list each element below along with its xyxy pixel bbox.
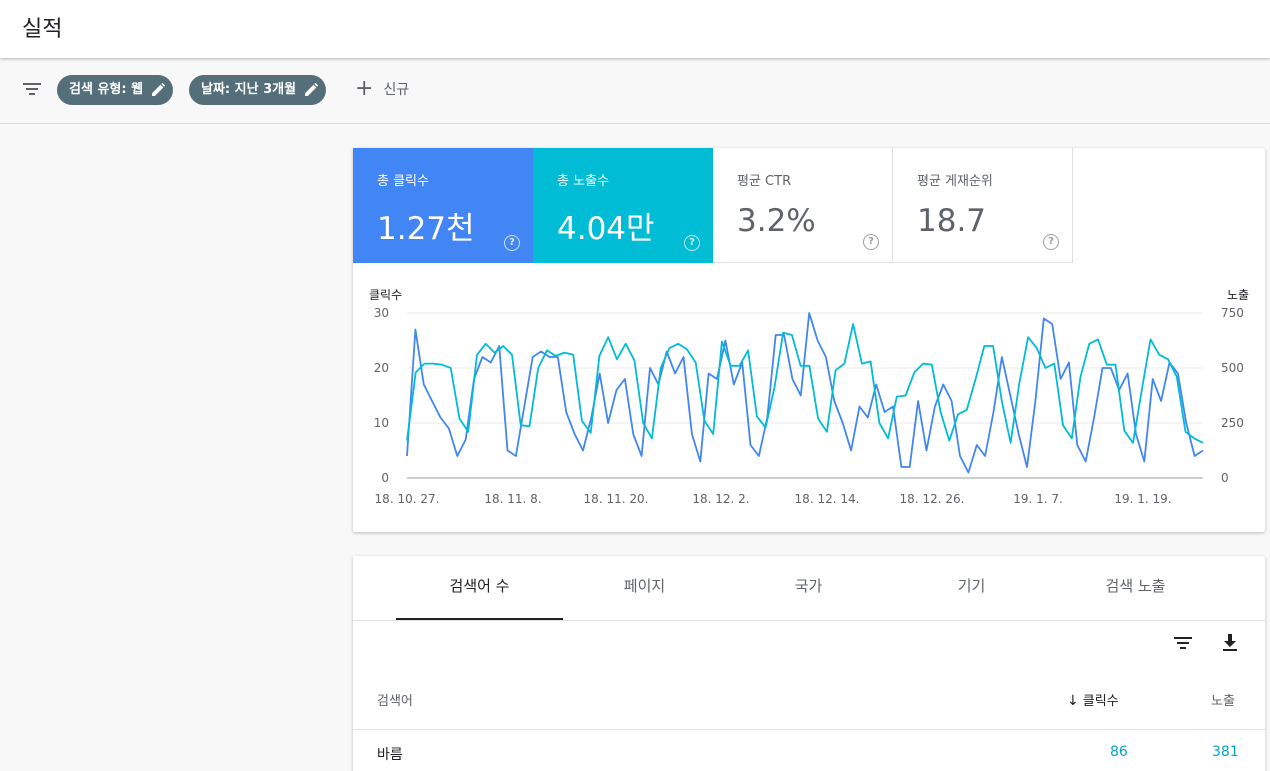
metric-label: 평균 CTR [737, 174, 792, 189]
x-tick-label: 18. 12. 14. [795, 492, 860, 506]
x-tick-label: 19. 1. 7. [1013, 492, 1063, 506]
plus-icon: + [355, 76, 374, 101]
help-icon[interactable]: ? [1043, 234, 1059, 250]
right-tick-label: 750 [1221, 306, 1244, 320]
new-filter-button[interactable]: + 신규 [355, 78, 409, 102]
chip-label: 날짜: 지난 3개월 [201, 82, 297, 97]
help-icon[interactable]: ? [504, 235, 520, 251]
left-axis-title: 클릭수 [369, 288, 402, 302]
performance-card: 총 클릭수 1.27천 ? 총 노출수 4.04만 ? 평균 CTR 3.2% … [353, 148, 1265, 532]
impressions-series-line [406, 323, 1204, 444]
right-tick-label: 0 [1221, 471, 1229, 485]
filter-bar: 검색 유형: 웹 날짜: 지난 3개월 + 신규 [0, 58, 1270, 124]
sort-down-arrow-icon: ↓ [1067, 693, 1079, 709]
x-tick-label: 18. 12. 26. [900, 492, 965, 506]
column-header-query[interactable]: 검색어 [377, 694, 413, 709]
left-tick-label: 20 [374, 361, 389, 375]
metric-label: 총 클릭수 [377, 174, 429, 189]
table-row[interactable]: 바름 86 381 [353, 729, 1265, 771]
new-filter-label: 신규 [383, 82, 410, 98]
tab-search-appearance[interactable]: 검색 노출 [1105, 577, 1166, 595]
x-tick-label: 18. 12. 2. [692, 492, 749, 506]
edit-pencil-icon[interactable] [304, 83, 319, 97]
x-tick-label: 18. 11. 8. [484, 492, 541, 506]
left-tick-label: 30 [374, 306, 389, 320]
top-bar: 실적 [0, 0, 1270, 58]
help-icon[interactable]: ? [684, 235, 700, 251]
tab-queries[interactable]: 검색어 수 [396, 556, 563, 620]
x-tick-label: 18. 10. 27. [375, 492, 440, 506]
column-header-clicks[interactable]: ↓ 클릭수 [1067, 690, 1119, 709]
tab-bar: 검색어 수 페이지 국가 기기 검색 노출 [353, 556, 1265, 621]
metric-value: 18.7 [917, 203, 987, 239]
page-title: 실적 [22, 17, 63, 42]
metric-value: 4.04만 [557, 211, 655, 247]
filter-chip-date[interactable]: 날짜: 지난 3개월 [189, 75, 327, 105]
left-tick-label: 0 [381, 471, 389, 485]
right-tick-label: 500 [1221, 361, 1244, 375]
metric-average-ctr[interactable]: 평균 CTR 3.2% ? [713, 148, 893, 263]
table-filter-icon[interactable] [1172, 632, 1194, 654]
metric-value: 1.27천 [377, 211, 475, 247]
metric-total-clicks[interactable]: 총 클릭수 1.27천 ? [353, 148, 533, 263]
tab-countries[interactable]: 국가 [794, 577, 823, 595]
edit-pencil-icon[interactable] [151, 83, 166, 97]
tab-pages[interactable]: 페이지 [623, 577, 666, 595]
table-card: 검색어 수 페이지 국가 기기 검색 노출 검색어 ↓ 클릭수 노출 바름 86 … [353, 556, 1265, 771]
impressions-cell: 381 [1212, 744, 1239, 760]
chip-label: 검색 유형: 웹 [69, 82, 144, 97]
right-tick-label: 250 [1221, 416, 1244, 430]
metric-label: 총 노출수 [557, 174, 609, 189]
filter-chip-search-type[interactable]: 검색 유형: 웹 [57, 75, 174, 105]
tab-devices[interactable]: 기기 [957, 577, 986, 595]
left-tick-label: 10 [374, 416, 389, 430]
metric-average-position[interactable]: 평균 게재순위 18.7 ? [893, 148, 1073, 263]
filter-icon[interactable] [22, 81, 42, 97]
metric-label: 평균 게재순위 [917, 174, 993, 189]
right-axis-title: 노출 [1227, 288, 1249, 302]
metric-value: 3.2% [737, 203, 816, 239]
clicks-cell: 86 [1110, 744, 1128, 760]
help-icon[interactable]: ? [863, 234, 879, 250]
column-header-impressions[interactable]: 노출 [1211, 694, 1235, 709]
download-icon[interactable] [1219, 631, 1241, 653]
column-header-clicks-label: 클릭수 [1082, 694, 1119, 709]
x-tick-label: 18. 11. 20. [584, 492, 649, 506]
query-cell: 바름 [377, 747, 403, 763]
clicks-series-line [406, 312, 1204, 474]
metric-total-impressions[interactable]: 총 노출수 4.04만 ? [533, 148, 713, 263]
x-tick-label: 19. 1. 19. [1114, 492, 1171, 506]
performance-chart: 클릭수 노출 0 0 10 250 20 500 30 750 18. 10. 27. 18. 1… [369, 288, 1249, 506]
